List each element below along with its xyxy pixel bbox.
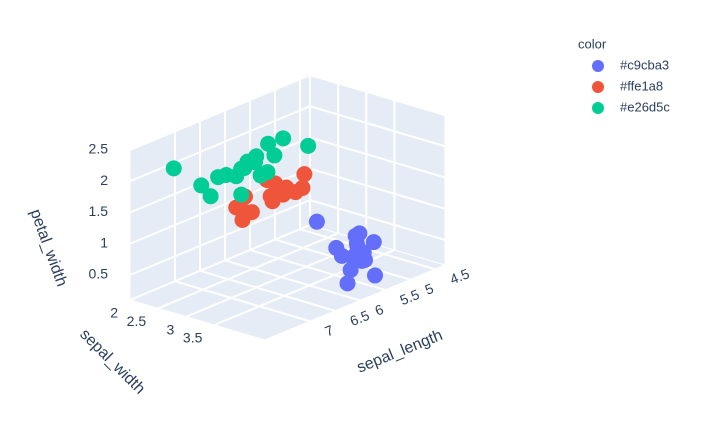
grid-line <box>309 105 446 148</box>
z-tick-label: 2 <box>100 172 108 188</box>
point <box>218 167 235 183</box>
legend-label: #e26d5c <box>620 99 670 114</box>
z-axis-title: petal_width <box>26 207 70 289</box>
x-tick-label: 6 <box>373 301 386 319</box>
point <box>233 160 250 177</box>
legend-label: #ffe1a8 <box>620 78 663 93</box>
legend-marker <box>592 81 604 93</box>
point <box>233 186 250 203</box>
point <box>165 160 182 177</box>
z-tick-label: 1 <box>100 234 108 250</box>
point <box>296 166 313 183</box>
y-tick-label: 3 <box>166 321 174 337</box>
point <box>339 275 356 292</box>
point <box>275 130 292 147</box>
grid-line <box>249 249 386 291</box>
point <box>259 164 276 181</box>
y-tick-label: 2 <box>110 305 118 321</box>
y-tick-label: 2.5 <box>127 313 147 329</box>
y-tick-label: 3.5 <box>183 330 203 346</box>
point <box>202 188 219 205</box>
grid-line <box>129 199 311 276</box>
point <box>351 225 368 242</box>
scene <box>128 74 447 341</box>
z-tick-label: 0.5 <box>89 266 109 282</box>
grid-line <box>129 74 311 151</box>
point <box>353 252 370 269</box>
legend-marker <box>592 102 604 114</box>
x-tick-label: 7 <box>323 322 336 340</box>
points <box>165 130 383 292</box>
grid-line <box>129 224 311 301</box>
grid-line <box>157 232 339 310</box>
grid-line <box>309 199 446 241</box>
z-tick-label: 1.5 <box>89 203 109 219</box>
point <box>342 262 359 278</box>
x-tick-label: 6.5 <box>348 307 372 329</box>
grid-line <box>199 269 336 312</box>
point <box>193 177 210 194</box>
point <box>247 154 263 171</box>
point <box>308 213 325 230</box>
x-tick-label: 5 <box>423 280 436 298</box>
grid-line <box>309 167 446 210</box>
x-axis-title: sepal_length <box>355 327 446 377</box>
legend-label: #c9cba3 <box>620 57 669 72</box>
point <box>264 193 281 210</box>
legend-title: color <box>578 36 607 51</box>
legend-marker <box>592 60 604 72</box>
point <box>234 212 251 228</box>
grid-line <box>174 280 311 323</box>
point <box>365 234 382 251</box>
x-tick-label: 5.5 <box>398 286 422 308</box>
point <box>266 147 283 164</box>
grid-line <box>129 105 311 183</box>
point <box>300 137 317 154</box>
z-tick-label: 2.5 <box>89 141 109 157</box>
grid-line <box>309 136 446 179</box>
grid-line <box>224 259 361 302</box>
point <box>367 267 383 284</box>
point <box>333 247 350 264</box>
x-tick-label: 4.5 <box>448 265 472 287</box>
grid-line <box>309 74 446 116</box>
y-axis-title: sepal_width <box>76 326 148 398</box>
